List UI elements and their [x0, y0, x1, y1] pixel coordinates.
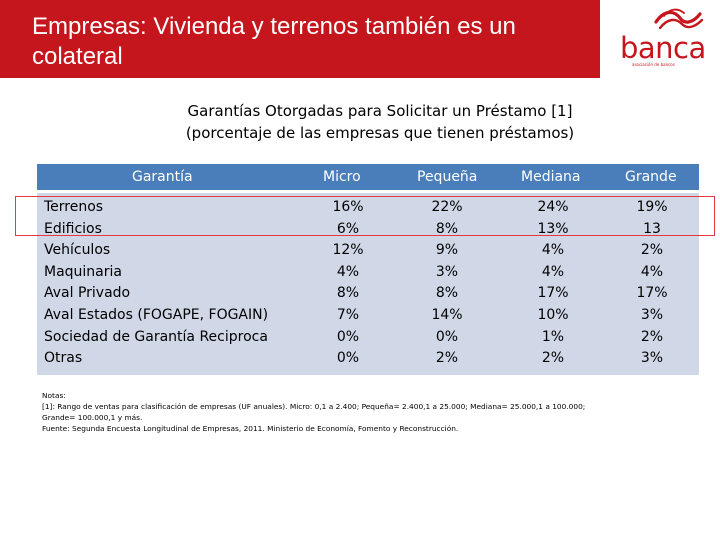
- slide-title-line2: colateral: [32, 43, 123, 70]
- row-label: Otras: [44, 350, 83, 367]
- row-label: Aval Privado: [44, 285, 131, 302]
- micro-cell: 6%: [336, 220, 360, 237]
- pequena-cell: 9%: [435, 242, 459, 259]
- micro-cell: 0%: [336, 328, 360, 345]
- micro-cell: 0%: [336, 350, 360, 367]
- column-header-garantia: Garantía: [132, 169, 193, 185]
- pequena-column: 22% 8% 9% 3% 8% 14% 0% 2%: [402, 197, 492, 370]
- mediana-cell: 1%: [541, 328, 565, 345]
- row-label: Aval Estados (FOGAPE, FOGAIN): [44, 306, 269, 323]
- footnotes: Notas: [1]: Rango de ventas para clasifi…: [42, 390, 682, 434]
- note-1-continued: Grande= 100.000,1 y más.: [42, 413, 143, 422]
- row-label: Edificios: [44, 220, 102, 237]
- table-caption-line1: Garantías Otorgadas para Solicitar un Pr…: [187, 102, 573, 120]
- table-body: Terrenos Edificios Vehículos Maquinaria …: [37, 190, 699, 375]
- notes-heading: Notas:: [42, 391, 66, 400]
- pequena-cell: 0%: [435, 328, 459, 345]
- row-label: Terrenos: [44, 199, 104, 215]
- pequena-cell: 22%: [431, 199, 463, 215]
- mediana-cell: 4%: [541, 263, 565, 280]
- pequena-cell: 2%: [435, 350, 459, 367]
- mediana-cell: 17%: [537, 285, 569, 302]
- highlight-box-terrenos-edificios: [15, 196, 715, 236]
- grande-cell: 2%: [640, 328, 664, 345]
- banca-logo: banca asociación de bancos: [610, 4, 714, 74]
- row-label: Maquinaria: [44, 263, 122, 280]
- source-note: Fuente: Segunda Encuesta Longitudinal de…: [42, 424, 459, 433]
- micro-column: 16% 6% 12% 4% 8% 7% 0% 0%: [303, 197, 393, 370]
- logo-subtext: asociación de bancos: [632, 62, 675, 67]
- mediana-cell: 2%: [541, 350, 565, 367]
- slide-title: Empresas: Vivienda y terrenos también es…: [32, 12, 592, 72]
- grande-cell: 2%: [640, 242, 664, 259]
- column-header-grande: Grande: [625, 169, 677, 185]
- mediana-column: 24% 13% 4% 4% 17% 10% 1% 2%: [508, 197, 598, 370]
- row-label: Sociedad de Garantía Reciproca: [44, 328, 268, 345]
- note-1: [1]: Rango de ventas para clasificación …: [42, 402, 586, 411]
- grande-cell: 17%: [636, 285, 668, 302]
- slide-title-line1: Empresas: Vivienda y terrenos también es…: [32, 13, 516, 40]
- column-header-pequena: Pequeña: [417, 169, 478, 185]
- pequena-cell: 8%: [435, 220, 459, 237]
- grande-cell: 3%: [640, 306, 664, 323]
- row-labels-column: Terrenos Edificios Vehículos Maquinaria …: [44, 197, 294, 370]
- table-header: Garantía Micro Pequeña Mediana Grande: [37, 164, 699, 190]
- table-caption: Garantías Otorgadas para Solicitar un Pr…: [110, 100, 650, 144]
- column-header-mediana: Mediana: [521, 169, 581, 185]
- mediana-cell: 4%: [541, 242, 565, 259]
- mediana-cell: 24%: [537, 199, 569, 215]
- micro-cell: 16%: [332, 199, 364, 215]
- title-banner: Empresas: Vivienda y terrenos también es…: [0, 0, 600, 78]
- pequena-cell: 3%: [435, 263, 459, 280]
- micro-cell: 4%: [336, 263, 360, 280]
- grande-cell: 13: [643, 220, 661, 237]
- banca-ribbon-icon: [654, 8, 704, 30]
- table-caption-line2: (porcentaje de las empresas que tienen p…: [185, 124, 575, 142]
- pequena-cell: 8%: [435, 285, 459, 302]
- grande-cell: 4%: [640, 263, 664, 280]
- slide-header: Empresas: Vivienda y terrenos también es…: [0, 0, 720, 78]
- column-header-micro: Micro: [323, 169, 361, 185]
- micro-cell: 8%: [336, 285, 360, 302]
- grande-column: 19% 13 2% 4% 17% 3% 2% 3%: [607, 197, 697, 370]
- mediana-cell: 13%: [537, 220, 569, 237]
- micro-cell: 12%: [332, 242, 364, 259]
- row-label: Vehículos: [44, 242, 111, 259]
- pequena-cell: 14%: [431, 306, 463, 323]
- logo-wordmark: banca: [620, 31, 706, 65]
- micro-cell: 7%: [336, 306, 360, 323]
- mediana-cell: 10%: [537, 306, 569, 323]
- grande-cell: 19%: [636, 199, 668, 215]
- grande-cell: 3%: [640, 350, 664, 367]
